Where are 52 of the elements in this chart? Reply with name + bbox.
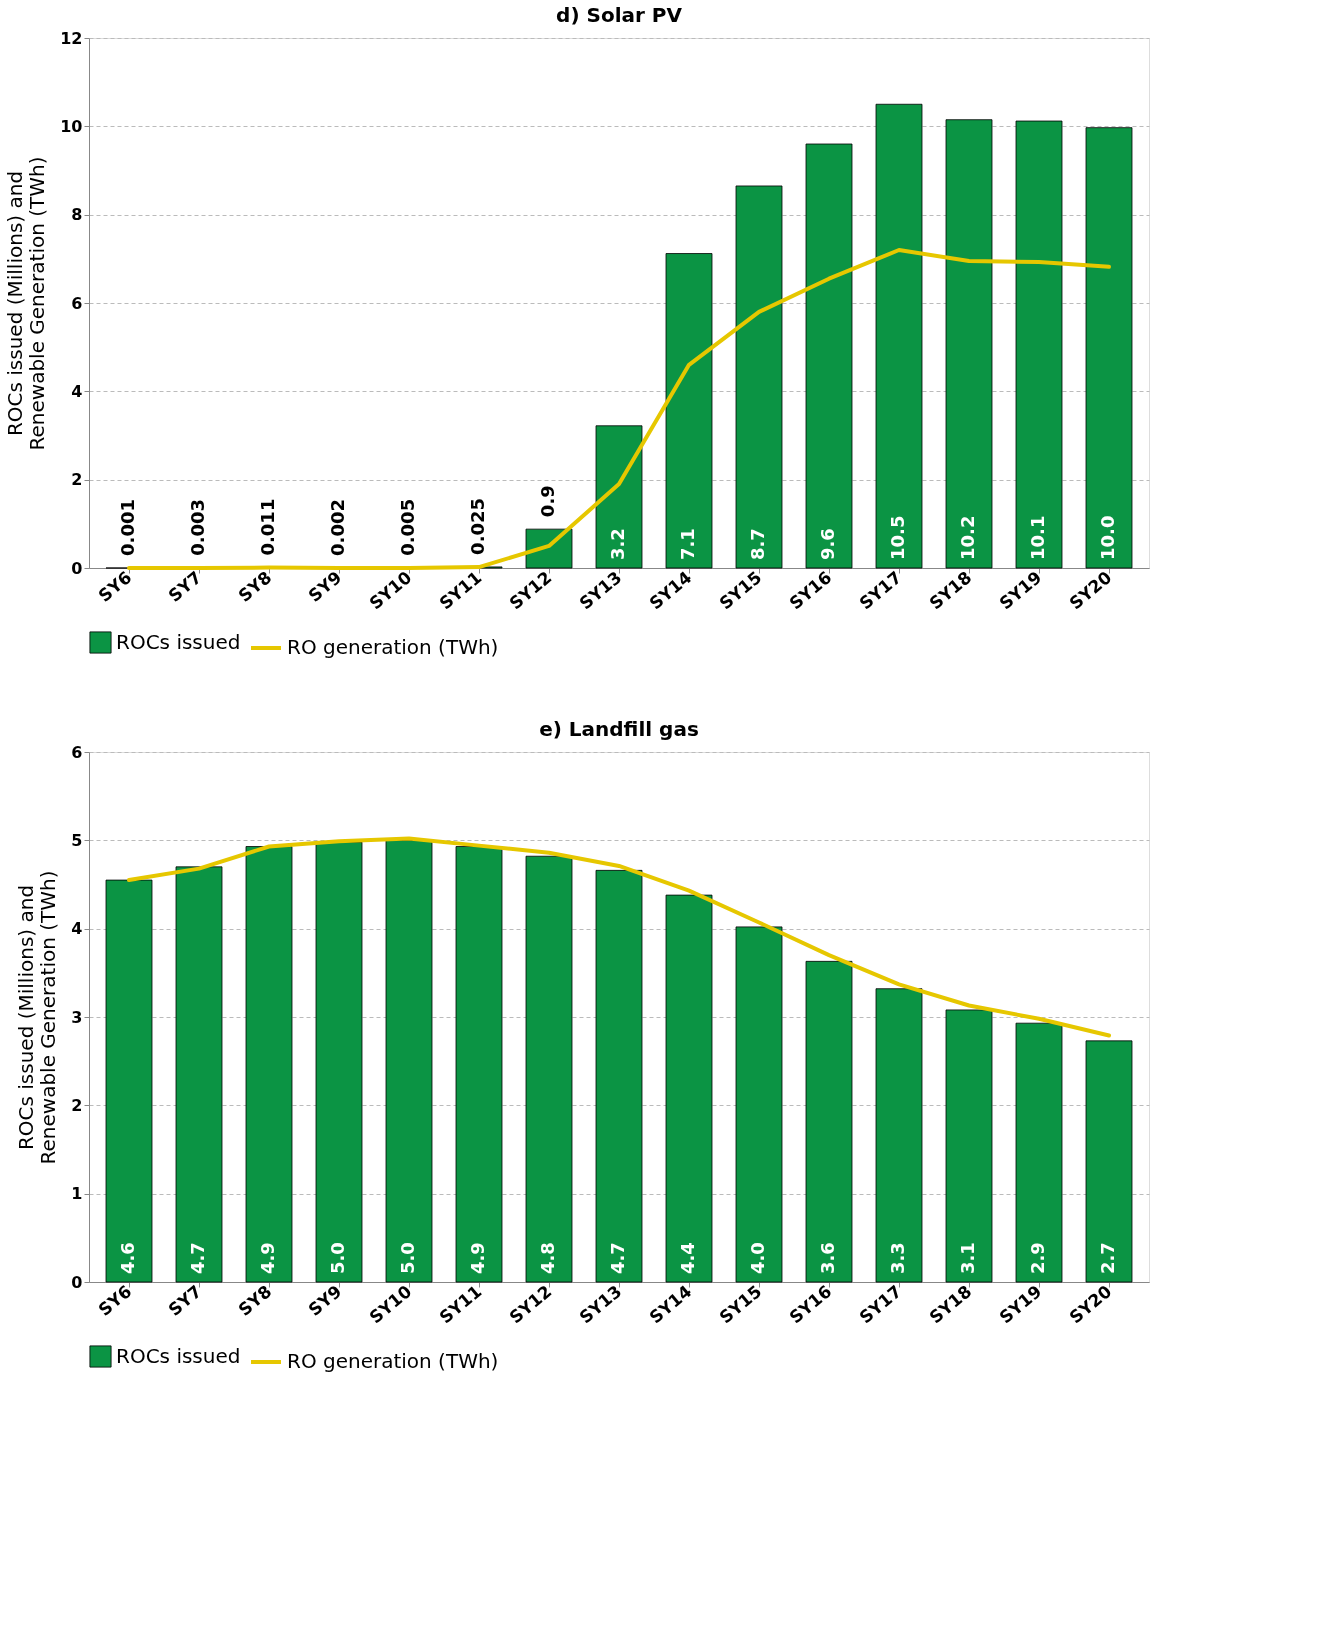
data-label: 3.1	[957, 1242, 978, 1274]
y-tick-label: 6	[71, 742, 83, 762]
chart-title: e) Landfill gas	[539, 717, 699, 741]
legend-label: ROCs issued	[116, 1343, 241, 1368]
data-label: 0.011	[257, 498, 278, 556]
legend-label: RO generation (TWh)	[287, 1349, 499, 1373]
y-tick-label: 2	[71, 1095, 83, 1115]
data-label: 10.5	[887, 515, 908, 560]
data-label: 0.001	[117, 499, 138, 556]
chart-title: d) Solar PV	[556, 3, 683, 27]
y-tick-label: 12	[60, 28, 83, 48]
y-tick-label: 5	[71, 830, 83, 850]
data-label: 2.7	[1097, 1242, 1118, 1274]
data-label: 8.7	[747, 528, 768, 560]
data-label: 0.025	[467, 497, 488, 555]
y-tick-label: 0	[71, 1272, 83, 1292]
data-label: 4.0	[747, 1242, 768, 1274]
data-label: 3.6	[817, 1242, 838, 1274]
y-tick-label: 8	[71, 205, 83, 225]
data-label: 4.4	[677, 1242, 698, 1274]
data-label: 4.7	[187, 1242, 208, 1274]
data-label: 10.1	[1027, 515, 1048, 560]
data-label: 5.0	[327, 1242, 348, 1274]
data-label: 9.6	[817, 528, 838, 560]
data-label: 4.9	[467, 1242, 488, 1274]
data-label: 4.7	[607, 1242, 628, 1274]
y-tick-label: 10	[60, 116, 83, 136]
legend-label: ROCs issued	[116, 629, 241, 654]
data-label: 10.0	[1097, 515, 1118, 560]
data-label: 4.8	[537, 1242, 558, 1274]
data-label: 4.9	[257, 1242, 278, 1274]
y-tick-label: 0	[71, 558, 83, 578]
data-label: 10.2	[957, 515, 978, 560]
data-label: 4.6	[117, 1242, 138, 1274]
y-tick-label: 4	[71, 381, 83, 401]
legend-label: RO generation (TWh)	[287, 635, 499, 659]
data-label: 5.0	[397, 1242, 418, 1274]
data-label: 0.002	[327, 498, 348, 556]
data-label: 3.2	[607, 528, 628, 560]
data-label: 0.005	[397, 498, 418, 556]
y-tick-label: 6	[71, 293, 83, 313]
y-tick-label: 2	[71, 470, 83, 490]
y-axis-title: ROCs issued (Millions) and Renewable Generation (TWh)	[14, 870, 61, 1165]
data-label: 0.003	[187, 498, 208, 556]
data-label: 0.9	[537, 485, 558, 518]
y-tick-label: 3	[71, 1007, 83, 1027]
data-label: 3.3	[887, 1242, 908, 1274]
y-axis-title: ROCs issued (Millions) and Renewable Generation (TWh)	[3, 156, 50, 451]
y-tick-label: 1	[71, 1184, 83, 1204]
y-tick-label: 4	[71, 919, 83, 939]
data-label: 2.9	[1027, 1242, 1048, 1274]
data-label: 7.1	[677, 528, 698, 560]
